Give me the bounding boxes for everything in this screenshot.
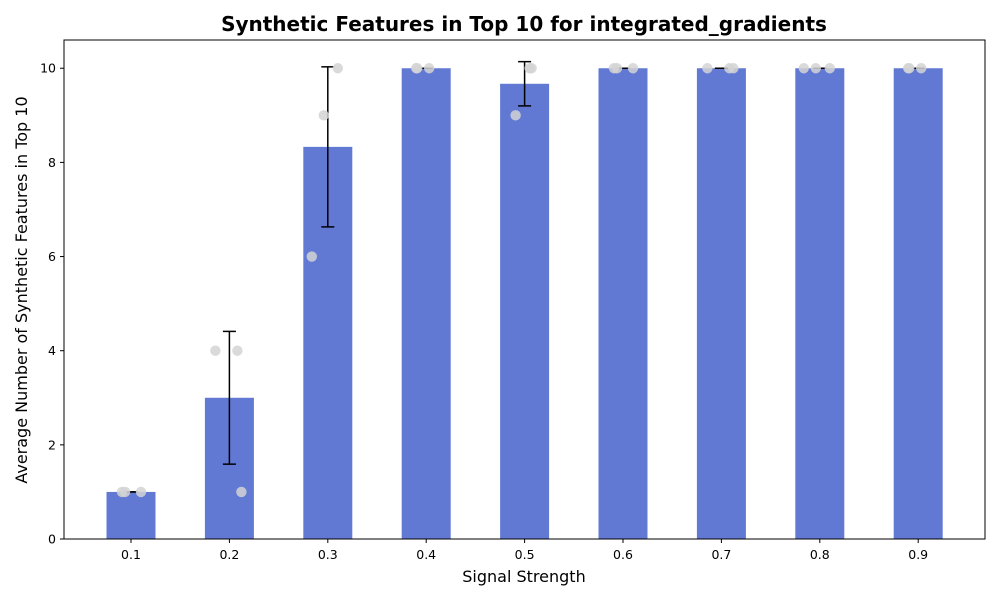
data-point-0.6-2 xyxy=(611,63,623,74)
y-tick-label-8: 8 xyxy=(48,155,56,170)
bar-0.5 xyxy=(500,83,550,540)
x-tick-label-0.5: 0.5 xyxy=(515,547,535,562)
bar-0.4 xyxy=(401,68,451,539)
bars-group xyxy=(106,68,943,540)
data-point-0.3-3 xyxy=(306,251,317,262)
y-tick-label-0: 0 xyxy=(48,532,56,547)
data-point-0.7-3 xyxy=(728,63,739,74)
data-point-0.4-3 xyxy=(412,63,423,74)
data-point-0.2-1 xyxy=(210,345,221,356)
data-point-0.1-2 xyxy=(119,486,131,498)
x-tick-label-0.7: 0.7 xyxy=(711,547,731,562)
data-point-0.5-3 xyxy=(510,110,521,121)
x-tick-label-0.6: 0.6 xyxy=(613,547,633,562)
data-point-0.3-1 xyxy=(318,110,329,121)
data-point-0.8-1 xyxy=(810,63,821,74)
points-group xyxy=(116,63,927,498)
chart-title: Synthetic Features in Top 10 for integra… xyxy=(221,12,827,36)
bar-0.1 xyxy=(106,491,156,539)
error-bar-0.3 xyxy=(321,66,335,228)
error-bar-0.2 xyxy=(222,330,236,465)
data-point-0.8-3 xyxy=(798,63,809,74)
x-tick-label-0.9: 0.9 xyxy=(908,547,928,562)
x-tick-label-0.1: 0.1 xyxy=(121,547,141,562)
data-point-0.1-3 xyxy=(135,486,147,498)
data-point-0.8-2 xyxy=(824,63,835,74)
data-point-0.2-2 xyxy=(232,345,243,356)
data-point-0.4-2 xyxy=(424,63,435,74)
x-tick-label-0.4: 0.4 xyxy=(416,547,436,562)
bar-0.7 xyxy=(696,68,746,539)
data-point-0.5-2 xyxy=(526,63,537,74)
data-point-0.2-3 xyxy=(236,486,247,498)
data-point-0.6-3 xyxy=(627,63,639,74)
data-point-0.9-3 xyxy=(904,63,915,74)
x-tick-label-0.8: 0.8 xyxy=(810,547,830,562)
x-tick-label-0.2: 0.2 xyxy=(219,547,239,562)
bar-0.8 xyxy=(795,68,845,539)
data-point-0.7-1 xyxy=(702,63,713,74)
y-tick-label-6: 6 xyxy=(48,249,56,264)
x-axis-label: Signal Strength xyxy=(462,567,585,586)
x-tick-label-0.3: 0.3 xyxy=(318,547,338,562)
data-point-0.9-2 xyxy=(916,63,927,74)
bar-0.6 xyxy=(598,68,648,539)
y-tick-label-10: 10 xyxy=(40,61,56,76)
y-tick-label-2: 2 xyxy=(48,437,56,452)
y-axis-label: Average Number of Synthetic Features in … xyxy=(12,96,31,483)
axes-group: 0.1 0.2 0.3 0.4 0.5 0.6 0.7 0.8 0.9 0 2 4 6 8 10 xyxy=(40,39,986,562)
bar-0.9 xyxy=(893,68,943,539)
data-point-0.3-2 xyxy=(332,63,343,74)
y-tick-label-4: 4 xyxy=(48,343,56,358)
